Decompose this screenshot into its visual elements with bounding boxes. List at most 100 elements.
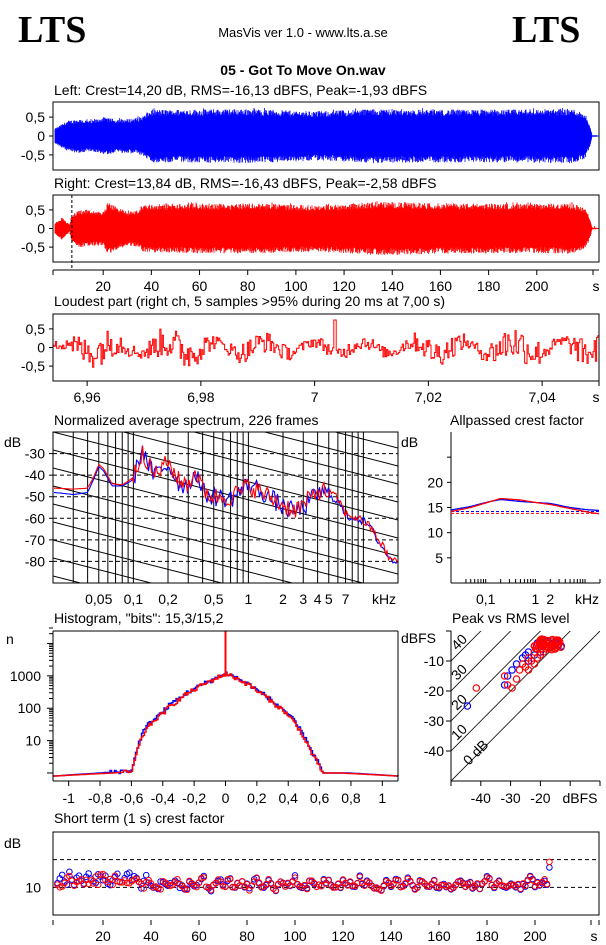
- xtick-label: 180: [477, 278, 501, 294]
- ytick-label: -0,5: [21, 147, 45, 163]
- histogram-series-left: [53, 671, 399, 777]
- xtick-label: -0,8: [88, 790, 112, 806]
- file-title: 05 - Got To Move On.wav: [220, 62, 386, 78]
- scatter-point-right: [500, 672, 509, 680]
- xtick-label: 0,6: [310, 790, 330, 806]
- crest-point-right: [109, 881, 116, 889]
- xtick-label: 1: [531, 591, 539, 607]
- diagonal-lines: [451, 631, 600, 781]
- spectrum-series-right: [53, 445, 398, 563]
- ytick-label: 100: [18, 700, 42, 716]
- xtick-label: 40: [144, 278, 160, 294]
- scatter-point-left: [524, 657, 533, 665]
- xtick-label: 0,1: [124, 591, 144, 607]
- xtick-label: -0,4: [151, 790, 175, 806]
- allpassed-crest-chart: dB 20 15 10 5 0,1 1 2 kHz: [401, 432, 601, 607]
- y-unit-label: dBFS: [401, 630, 436, 646]
- xtick-label: 200: [523, 928, 547, 944]
- ytick-label: 5: [435, 550, 443, 566]
- ytick-label: -0,5: [21, 358, 45, 374]
- crest-point-right: [99, 870, 107, 878]
- histogram-chart: n 1000 100 10 -1 -0,8 -0,6 -0,4 -0,2 0 0,2 0,4 0,6 0,…: [6, 627, 399, 806]
- crest-point-right: [356, 873, 364, 881]
- xtick-label: 0,2: [158, 591, 178, 607]
- app-title: MasVis ver 1.0 - www.lts.a.se: [218, 25, 388, 40]
- crest-point-right: [392, 876, 400, 884]
- xtick-label: 140: [381, 278, 405, 294]
- scatter-point-right: [472, 684, 481, 692]
- ytick-label: 0,5: [26, 202, 46, 218]
- xtick-label: -0,6: [119, 790, 143, 806]
- ytick-label: -50: [25, 489, 45, 505]
- scatter-point-right: [548, 637, 557, 645]
- scatter-point-right: [524, 666, 533, 674]
- slope-line: [53, 539, 224, 583]
- crest-point-right: [394, 877, 402, 884]
- scatter-point-right: [530, 660, 539, 668]
- crest-point-right: [430, 877, 438, 884]
- xtick-label: -1: [62, 790, 75, 806]
- crest-point-right: [318, 882, 325, 890]
- crest-point-left: [58, 871, 66, 879]
- peak-vs-rms-title: Peak vs RMS level: [452, 610, 570, 626]
- xtick-label: 60: [192, 278, 208, 294]
- crest-point-right: [543, 880, 551, 888]
- ytick-label: -40: [424, 743, 444, 759]
- xtick-label: 6,98: [187, 389, 214, 405]
- ytick-label: -40: [25, 467, 45, 483]
- xtick-label: 160: [429, 278, 453, 294]
- left-waveform-chart: 0,5 0 -0,5: [21, 101, 600, 171]
- x-unit-label: s: [593, 278, 600, 294]
- slope-line: [192, 432, 398, 485]
- xtick-label: 0,2: [247, 790, 267, 806]
- xtick-label: 7,04: [529, 389, 556, 405]
- crest-point-left: [291, 872, 299, 879]
- scatter-point-right: [512, 675, 521, 683]
- crest-point-left: [546, 864, 553, 871]
- crest-point-right: [224, 876, 232, 883]
- xtick-label: 7,02: [415, 389, 442, 405]
- diagonal-label: 0 dB: [460, 736, 492, 768]
- x-unit-label: s: [591, 928, 598, 944]
- crest-diagonal: [451, 631, 600, 781]
- ytick-label: 0: [37, 128, 45, 144]
- crest-diagonal: [451, 631, 571, 752]
- ytick-label: -30: [25, 446, 45, 462]
- crest-point-right: [238, 877, 246, 885]
- x-unit-label: dBFS: [562, 790, 597, 806]
- spectrum-frame: [52, 431, 399, 584]
- xtick-label: 0,8: [341, 790, 361, 806]
- crest-point-right: [414, 884, 421, 891]
- xtick-label: 3: [299, 591, 307, 607]
- ytick-label: 10: [427, 525, 443, 541]
- y-unit-label: dB: [4, 835, 21, 851]
- loudest-part-chart: 0,5 0 -0,5 6,96 6,98 7 7,02 7,04 s: [21, 313, 600, 405]
- scatter-point-left: [503, 672, 512, 680]
- ytick-label: 20: [427, 474, 443, 490]
- crest-point-right: [546, 858, 553, 866]
- left-waveform-signal: [54, 107, 597, 164]
- crest-point-right: [354, 880, 361, 887]
- loudest-part-signal: [52, 319, 600, 368]
- crest-point-right: [476, 885, 484, 893]
- ytick-label: -0,5: [21, 239, 45, 255]
- spectrum-title: Normalized average spectrum, 226 frames: [54, 412, 319, 428]
- slope-line: [53, 324, 398, 412]
- histogram-series-right: [53, 672, 399, 777]
- ytick-label: -60: [25, 510, 45, 526]
- crest-point-right: [325, 877, 332, 884]
- scatter-point-right: [515, 666, 524, 674]
- xtick-label: 120: [331, 928, 355, 944]
- slope-line: [53, 521, 295, 583]
- slope-line: [53, 449, 398, 539]
- crest-point-right: [111, 872, 119, 880]
- x-unit-label: s: [593, 389, 600, 405]
- ytick-label: 0,5: [26, 109, 46, 125]
- xtick-label: 160: [427, 928, 451, 944]
- crest-point-left: [85, 870, 92, 877]
- xtick-label: 0,05: [85, 591, 112, 607]
- logo-right: LTS: [512, 9, 581, 51]
- xtick-label: 60: [191, 928, 207, 944]
- xtick-label: 1: [378, 790, 386, 806]
